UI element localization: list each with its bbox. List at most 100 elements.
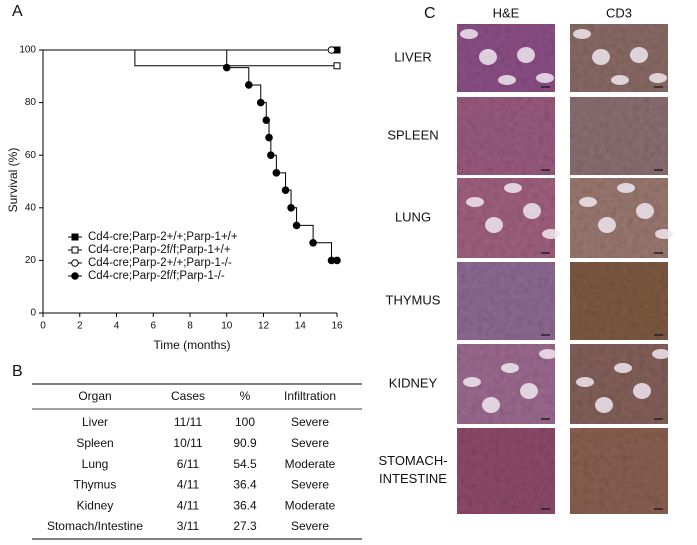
micrograph-lumen [611, 75, 629, 85]
marker [327, 46, 336, 54]
table-cell: Severe [291, 478, 329, 492]
table-cell: Moderate [285, 498, 336, 512]
tissue-label: THYMUS [386, 292, 441, 307]
micrograph-lumen [539, 349, 557, 359]
micrograph-lumen [501, 363, 519, 373]
x-tick-label: 14 [295, 321, 307, 332]
table-cell: 10/11 [173, 436, 202, 450]
micrograph-lumen [636, 203, 654, 219]
panel-label: A [12, 3, 23, 20]
legend-marker [71, 272, 79, 280]
panel-label: C [424, 5, 436, 22]
table-cell: Severe [291, 415, 329, 429]
table-header: Cases [171, 389, 205, 403]
x-tick-label: 16 [331, 321, 343, 332]
micrograph-lumen [520, 383, 538, 399]
table-cell: 3/11 [177, 519, 200, 533]
micrograph [457, 178, 555, 258]
micrograph [570, 428, 668, 514]
marker [272, 169, 281, 177]
micrograph [457, 262, 555, 340]
tissue-label: LUNG [395, 209, 431, 224]
micrograph-lumen [630, 47, 648, 63]
y-tick-label: 20 [25, 255, 37, 266]
x-axis-title: Time (months) [154, 338, 231, 352]
micrograph-lumen [614, 363, 632, 373]
marker [245, 81, 253, 89]
table-cell: Stomach/Intestine [47, 519, 143, 533]
marker [333, 62, 341, 70]
column-header: CD3 [606, 5, 632, 20]
table-cell: Severe [291, 519, 329, 533]
x-tick-label: 6 [150, 321, 156, 332]
marker [222, 63, 231, 72]
micrograph-lumen [517, 47, 535, 63]
table-cell: 100 [235, 415, 255, 429]
marker [265, 133, 273, 142]
micrograph-lumen [479, 49, 497, 65]
table-cell: 27.3 [233, 519, 257, 533]
table-cell: Moderate [285, 457, 336, 471]
x-tick-label: 4 [114, 321, 120, 332]
table-cell: 54.5 [233, 457, 257, 471]
marker [262, 116, 271, 125]
y-tick-label: 100 [19, 45, 36, 56]
micrograph-lumen [482, 397, 500, 413]
x-tick-label: 10 [221, 321, 233, 332]
micrograph [570, 178, 668, 258]
micrograph-lumen [536, 73, 554, 83]
tissue-label: SPLEEN [387, 127, 438, 142]
y-axis-title: Survival (%) [6, 148, 20, 213]
micrograph-lumen [504, 183, 522, 193]
table-cell: Liver [82, 415, 108, 429]
micrograph-lumen [655, 229, 673, 239]
table-cell: 11/11 [174, 415, 203, 429]
table-header: Organ [78, 389, 111, 403]
tissue-label: LIVER [394, 49, 432, 64]
micrograph-lumen [576, 377, 594, 387]
micrograph-lumen [485, 217, 503, 233]
x-tick-label: 12 [258, 321, 270, 332]
micrograph-lumen [460, 29, 478, 39]
table-cell: 90.9 [233, 436, 257, 450]
table-cell: Lung [82, 457, 109, 471]
x-tick-label: 8 [187, 321, 193, 332]
micrograph-lumen [595, 397, 613, 413]
micrograph-lumen [633, 383, 651, 399]
micrograph [457, 428, 555, 514]
y-tick-label: 0 [30, 308, 36, 319]
table-cell: 36.4 [233, 478, 257, 492]
x-tick-label: 0 [40, 321, 46, 332]
marker [281, 186, 290, 194]
legend-label: Cd4-cre;Parp-2f/f;Parp-1+/+ [88, 244, 231, 256]
micrograph-lumen [592, 49, 610, 65]
marker [309, 238, 317, 247]
table-cell: 36.4 [233, 498, 257, 512]
tissue-label: STOMACH- INTESTINE [378, 453, 447, 486]
tissue-label: KIDNEY [389, 375, 438, 390]
micrograph-lumen [649, 73, 667, 83]
table-cell: 6/11 [177, 457, 200, 471]
micrograph-lumen [498, 75, 516, 85]
marker [256, 98, 265, 107]
table-cell: Spleen [76, 436, 113, 450]
micrograph [570, 262, 668, 340]
x-tick-label: 2 [77, 321, 83, 332]
marker [267, 151, 275, 159]
y-tick-label: 60 [25, 150, 37, 161]
micrograph-lumen [542, 229, 560, 239]
legend-label: Cd4-cre;Parp-2+/+;Parp-1-/- [88, 257, 232, 269]
table-cell: 4/11 [177, 478, 200, 492]
legend-label: Cd4-cre;Parp-2f/f;Parp-1-/- [88, 270, 225, 282]
table-header: Infiltration [284, 389, 336, 403]
micrograph-lumen [466, 197, 484, 207]
table-cell: Severe [291, 436, 329, 450]
micrograph-lumen [573, 29, 591, 39]
table-cell: Thymus [74, 478, 117, 492]
survival-curve [43, 49, 337, 261]
y-tick-label: 40 [25, 202, 37, 213]
legend-label: Cd4-cre;Parp-2+/+;Parp-1+/+ [88, 231, 238, 243]
micrograph-lumen [579, 197, 597, 207]
